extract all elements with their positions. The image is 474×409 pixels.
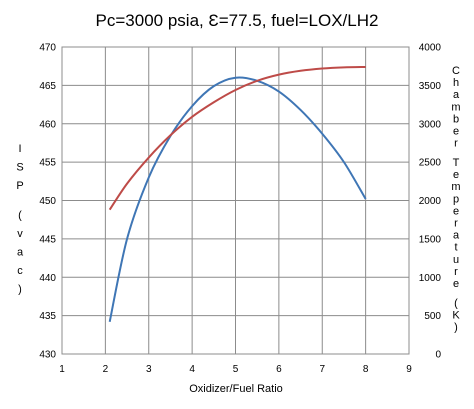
y-right-tick-label: 4000 bbox=[419, 43, 442, 54]
isp-series-line bbox=[108, 76, 367, 322]
y-left-tick-label: 470 bbox=[39, 43, 56, 54]
chart-title: Pc=3000 psia, Ɛ=77.5, fuel=LOX/LH2 bbox=[96, 11, 379, 30]
y-left-tick-label: 440 bbox=[39, 273, 56, 284]
y-right-tick-label: 500 bbox=[424, 311, 441, 322]
y-left-tick-label: 465 bbox=[39, 81, 56, 92]
y-right-tick-label: 2000 bbox=[419, 196, 442, 207]
y-axis-label-left: I S P(v a c) bbox=[16, 143, 24, 296]
y-left-tick-label: 450 bbox=[39, 196, 56, 207]
series-layer bbox=[108, 65, 367, 322]
y-right-tick-label: 2500 bbox=[419, 158, 442, 169]
x-tick-label: 5 bbox=[233, 364, 239, 375]
x-tick-label: 1 bbox=[59, 364, 65, 375]
y-right-tick-label: 3000 bbox=[419, 119, 442, 130]
ticks-layer: 1 2 3 4 5 6 7 8 9 430 435 440 445 450 455 460 465 470 0 500… bbox=[39, 43, 441, 376]
x-tick-label: 6 bbox=[276, 364, 282, 375]
y-left-tick-label: 460 bbox=[39, 119, 56, 130]
y-right-tick-label: 0 bbox=[435, 350, 441, 361]
chamber-temperature-series-line bbox=[108, 65, 366, 211]
plot-frame bbox=[61, 46, 410, 355]
x-axis-label: Oxidizer/Fuel Ratio bbox=[189, 383, 283, 395]
y-right-tick-label: 1500 bbox=[419, 234, 442, 245]
grid-layer bbox=[61, 46, 410, 355]
x-tick-label: 7 bbox=[319, 364, 325, 375]
y-right-tick-label: 1000 bbox=[419, 273, 442, 284]
x-tick-label: 2 bbox=[103, 364, 109, 375]
y-right-tick-label: 3500 bbox=[419, 81, 442, 92]
y-left-tick-label: 430 bbox=[39, 350, 56, 361]
x-tick-label: 3 bbox=[146, 364, 152, 375]
x-tick-label: 4 bbox=[189, 364, 195, 375]
y-left-tick-label: 435 bbox=[39, 311, 56, 322]
y-left-tick-label: 445 bbox=[39, 234, 56, 245]
x-tick-label: 8 bbox=[363, 364, 369, 375]
y-left-tick-label: 455 bbox=[39, 158, 56, 169]
y-axis-label-left-text: I S P(v a c) bbox=[16, 143, 24, 296]
x-tick-label: 9 bbox=[406, 364, 412, 375]
